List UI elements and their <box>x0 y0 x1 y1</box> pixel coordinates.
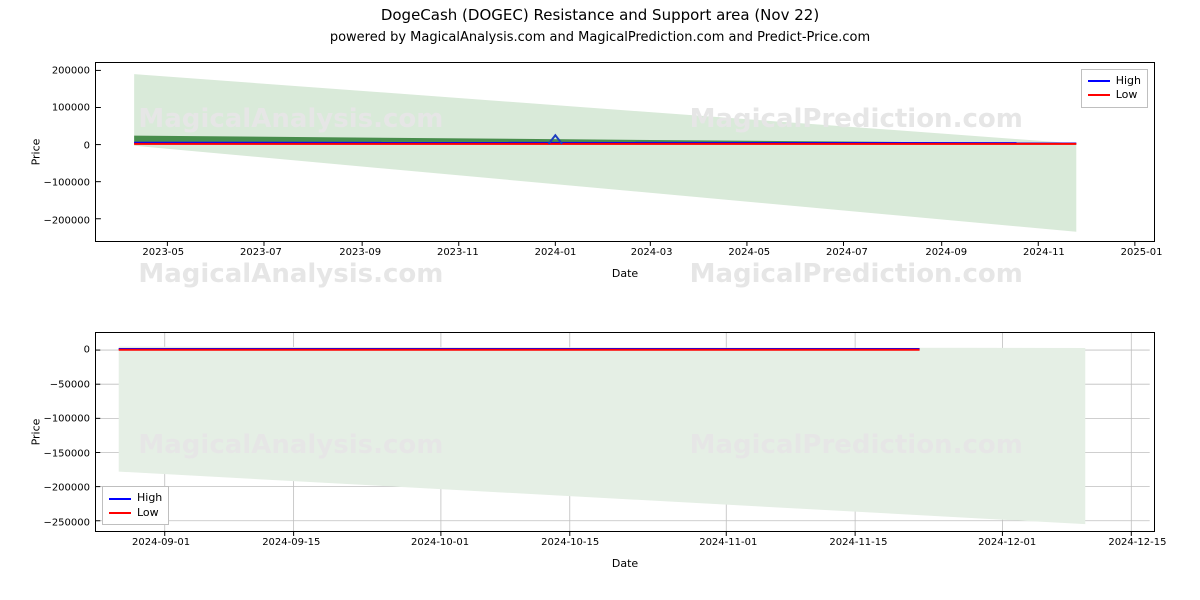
legend-label: Low <box>137 506 159 520</box>
y-tick-label: 0 <box>84 345 96 356</box>
x-tick-label: 2024-09 <box>925 241 967 258</box>
x-tick-label: 2023-07 <box>240 241 282 258</box>
legend-label: High <box>137 491 162 505</box>
x-tick-label: 2024-03 <box>631 241 673 258</box>
legend-swatch <box>1088 94 1110 96</box>
legend-swatch <box>109 498 131 500</box>
x-tick-label: 2024-01 <box>535 241 577 258</box>
chart-title: DogeCash (DOGEC) Resistance and Support … <box>0 6 1200 24</box>
legend-label: High <box>1116 74 1141 88</box>
subplot-top: Price Date HighLow MagicalAnalysis.comMa… <box>95 62 1155 242</box>
x-tick-label: 2024-11 <box>1023 241 1065 258</box>
legend-item: High <box>109 491 162 505</box>
x-tick-label: 2024-11-15 <box>829 531 887 548</box>
x-tick-label: 2024-11-01 <box>699 531 757 548</box>
y-axis-label: Price <box>30 419 43 446</box>
chart-subtitle: powered by MagicalAnalysis.com and Magic… <box>0 30 1200 45</box>
x-tick-label: 2024-09-01 <box>132 531 190 548</box>
subplot-bottom: Price Date HighLow MagicalAnalysis.comMa… <box>95 332 1155 532</box>
y-tick-label: −50000 <box>50 379 96 390</box>
x-tick-label: 2023-09 <box>339 241 381 258</box>
x-axis-label: Date <box>612 531 638 570</box>
legend-item: Low <box>1088 88 1141 102</box>
x-tick-label: 2023-05 <box>142 241 184 258</box>
legend-item: Low <box>109 506 162 520</box>
x-tick-label: 2024-12-15 <box>1108 531 1166 548</box>
x-tick-label: 2024-10-01 <box>411 531 469 548</box>
y-axis-label: Price <box>30 139 43 166</box>
y-tick-label: −100000 <box>43 414 96 425</box>
legend: HighLow <box>102 486 169 525</box>
x-tick-label: 2025-01 <box>1121 241 1163 258</box>
x-tick-label: 2024-10-15 <box>541 531 599 548</box>
x-tick-label: 2023-11 <box>437 241 479 258</box>
x-tick-label: 2024-07 <box>826 241 868 258</box>
y-tick-label: −100000 <box>43 178 96 189</box>
y-tick-label: −250000 <box>43 517 96 528</box>
y-tick-label: −150000 <box>43 448 96 459</box>
x-tick-label: 2024-09-15 <box>262 531 320 548</box>
legend-label: Low <box>1116 88 1138 102</box>
legend-item: High <box>1088 74 1141 88</box>
x-tick-label: 2024-12-01 <box>978 531 1036 548</box>
watermark-text: MagicalPrediction.com <box>690 259 1023 289</box>
y-tick-label: −200000 <box>43 215 96 226</box>
legend-swatch <box>109 512 131 514</box>
y-tick-label: 200000 <box>52 65 96 76</box>
legend-swatch <box>1088 80 1110 82</box>
y-tick-label: −200000 <box>43 483 96 494</box>
y-tick-label: 100000 <box>52 103 96 114</box>
figure: DogeCash (DOGEC) Resistance and Support … <box>0 0 1200 600</box>
y-tick-label: 0 <box>84 140 96 151</box>
watermark-text: MagicalAnalysis.com <box>138 259 443 289</box>
x-tick-label: 2024-05 <box>728 241 770 258</box>
legend: HighLow <box>1081 69 1148 108</box>
